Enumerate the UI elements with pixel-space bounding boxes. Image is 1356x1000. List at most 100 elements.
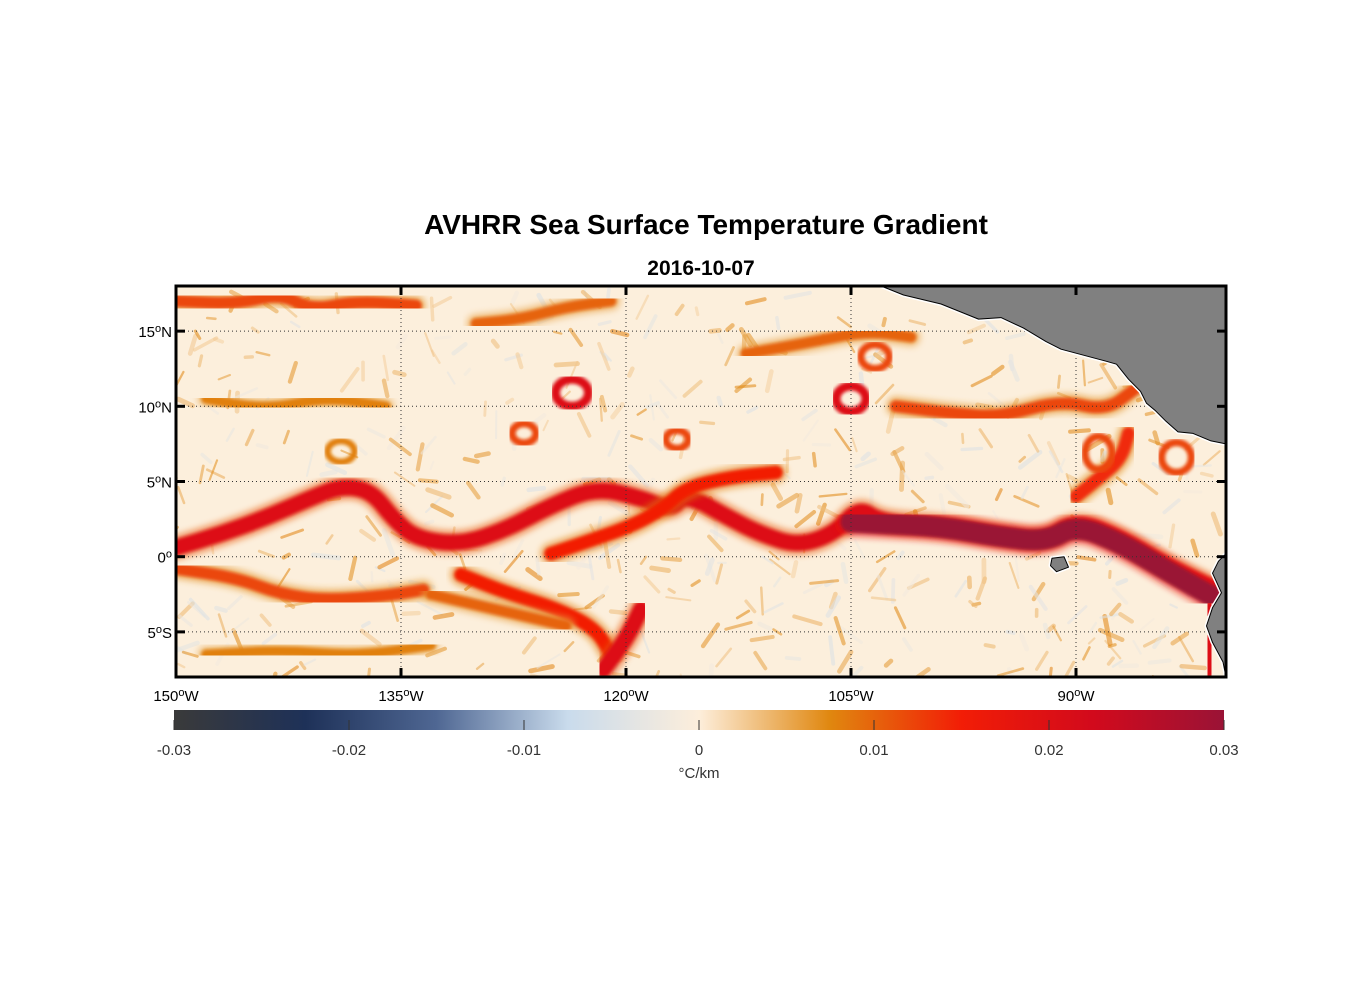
south-faint-front [201,640,436,660]
texture-streak [287,360,298,384]
eddy-e [662,426,692,453]
texture-streak [892,450,906,474]
texture-streak [542,419,549,432]
texture-streak [325,462,348,476]
texture-streak [214,605,228,613]
texture-streak [499,552,507,566]
upper-east-front [740,327,917,360]
texture-streak [359,628,382,647]
texture-streak [591,585,610,610]
map-subtitle: 2016-10-07 [647,257,754,280]
lat-tick-label: 10oN [138,398,172,416]
texture-streak [715,647,733,668]
texture-streak [764,369,774,394]
galapagos-outline [1050,556,1069,573]
texture-streak [386,425,406,451]
texture-streak [654,670,661,677]
texture-streak [1027,433,1040,453]
texture-streak [366,427,386,439]
texture-streak [188,597,210,621]
lat-tick-label: 0o [158,549,172,567]
texture-streak [1035,650,1049,671]
texture-streak [1150,675,1155,677]
colorbar-tick-label: -0.01 [507,742,541,759]
texture-streak [896,550,905,561]
texture-streak [512,538,525,559]
texture-streak [760,493,764,507]
texture-streak [735,609,751,620]
texture-streak [348,555,358,582]
texture-streak [176,396,196,409]
texture-streak [205,316,217,321]
texture-streak [794,492,803,514]
texture-streak [1099,613,1120,619]
colorbar-tick-label: -0.02 [332,742,366,759]
texture-streak [598,542,621,560]
eddy-f [1081,432,1116,474]
texture-streak [425,487,452,500]
texture-streak [938,493,947,516]
texture-streak [913,667,931,677]
eddy-h [324,437,358,466]
texture-streak [463,367,472,376]
texture-streak [599,397,603,422]
texture-streak [1099,363,1118,390]
texture-streak [370,571,374,583]
texture-streak [1170,631,1190,646]
texture-streak [983,643,996,649]
lat-tick-label: 5oN [147,474,172,492]
texture-streak [1177,635,1195,663]
texture-streak [782,455,801,462]
texture-streak [794,510,817,529]
texture-streak [462,456,480,464]
texture-streak [734,384,757,389]
texture-streak [1162,498,1181,515]
texture-streak [1109,602,1122,617]
texture-streak [802,419,819,442]
texture-streak [473,451,491,459]
texture-streak [616,558,622,574]
texture-streak [208,459,219,481]
texture-streak [690,579,701,587]
south-front-west [176,562,430,605]
texture-streak [837,649,854,674]
texture-streak [834,428,851,452]
texture-streak [659,379,678,400]
texture-streak [962,338,974,345]
south-front-east [595,601,649,677]
texture-streak [1087,376,1104,384]
texture-streak [1183,489,1203,494]
texture-streak [783,290,812,300]
texture-streak [289,320,301,329]
texture-streak [490,338,500,349]
colorbar: -0.03 -0.02 -0.01 0 0.01 0.02 0.03 °C/km [157,710,1239,782]
front-layer [176,286,1226,677]
texture-streak [818,492,848,498]
texture-streak [761,555,774,565]
texture-streak [954,579,968,598]
texture-streak [607,500,632,517]
texture-streak [198,464,205,485]
texture-streak [648,437,664,452]
eddy-layer [324,340,1196,477]
texture-streak [639,555,648,565]
texture-streak [1052,625,1062,642]
texture-streak [1014,553,1020,582]
texture-streak [649,565,671,573]
texture-streak [1020,485,1029,500]
texture-streak [991,364,1005,376]
texture-streak [1056,374,1061,389]
colorbar-label: °C/km [679,765,720,782]
texture-streak [724,620,753,631]
texture-streak [982,316,1000,334]
texture-streak [757,621,773,631]
texture-streak [704,557,715,576]
texture-streak [994,488,1003,502]
texture-streak [226,617,250,636]
texture-streak [193,329,202,340]
texture-streak [432,295,453,308]
texture-streak [875,550,896,564]
texture-streak [429,296,435,322]
texture-streak [187,333,198,356]
texture-streak [339,366,360,393]
